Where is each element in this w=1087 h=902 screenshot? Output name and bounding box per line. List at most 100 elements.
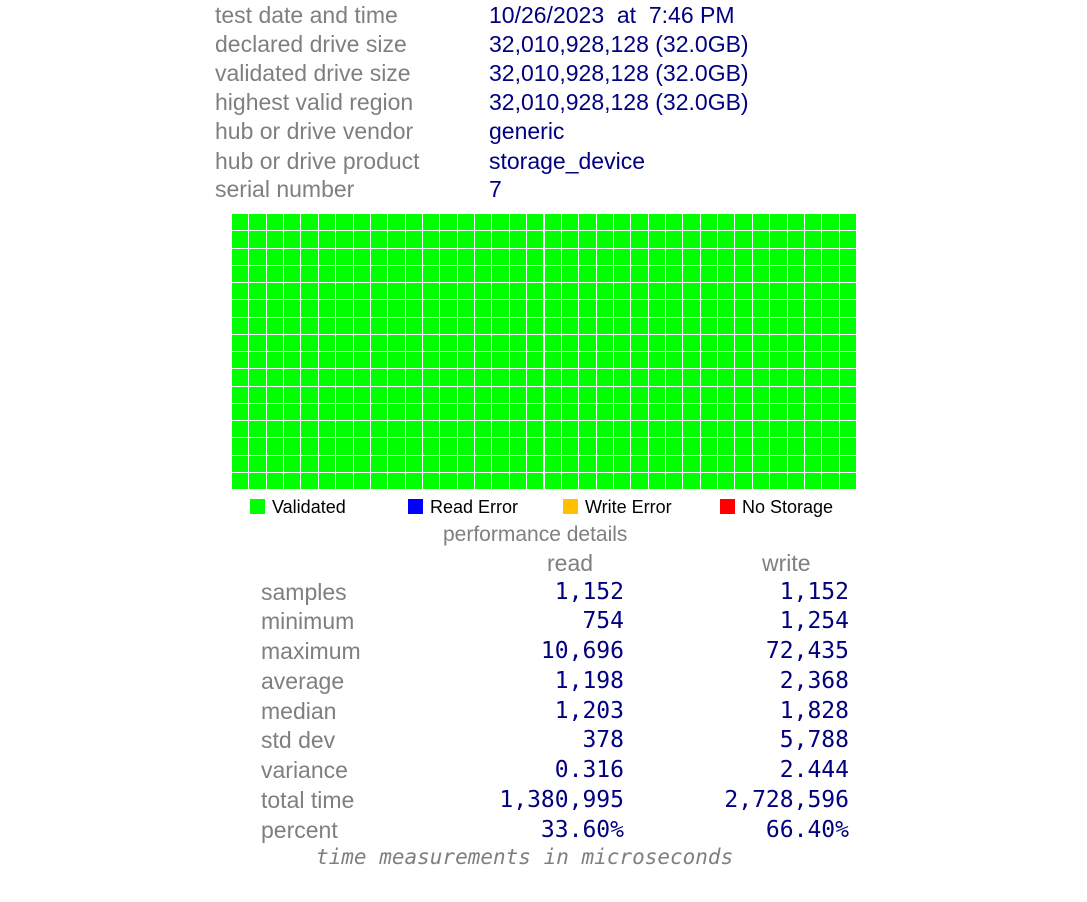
grid-cell: [405, 472, 422, 489]
grid-cell: [613, 455, 631, 472]
grid-cell: [336, 421, 353, 438]
grid-cell: [440, 472, 457, 489]
grid-cell: [752, 386, 770, 403]
grid-cell: [405, 231, 422, 248]
grid-cell: [353, 265, 370, 282]
grid-cell: [422, 438, 440, 455]
perf-row-maximum: maximum 10,696 72,435: [261, 638, 861, 668]
grid-cell: [613, 334, 631, 351]
grid-cell: [405, 455, 422, 472]
grid-cell: [700, 283, 718, 300]
grid-cell: [544, 231, 561, 248]
grid-cell: [475, 386, 492, 403]
grid-cell: [804, 283, 822, 300]
grid-cell: [370, 369, 388, 386]
grid-cell: [370, 472, 388, 489]
grid-cell: [822, 352, 839, 369]
grid-cell: [822, 283, 839, 300]
grid-cell: [579, 352, 596, 369]
grid-cell: [266, 421, 284, 438]
grid-cell: [666, 248, 683, 265]
grid-cell: [475, 455, 492, 472]
grid-cell: [804, 455, 822, 472]
grid-cell: [318, 386, 336, 403]
grid-cell: [336, 334, 353, 351]
grid-cell: [370, 265, 388, 282]
grid-cell: [613, 248, 631, 265]
grid-cell: [631, 455, 648, 472]
grid-cell: [839, 369, 856, 386]
grid-cell: [336, 438, 353, 455]
write-error-swatch: [563, 499, 578, 514]
grid-cell: [284, 214, 301, 231]
grid-cell: [683, 334, 700, 351]
grid-cell: [561, 231, 579, 248]
grid-cell: [492, 214, 509, 231]
grid-cell: [405, 214, 422, 231]
grid-cell: [561, 472, 579, 489]
grid-cell: [405, 438, 422, 455]
grid-cell: [527, 231, 544, 248]
grid-cell: [353, 403, 370, 420]
grid-cell: [388, 248, 405, 265]
grid-cell: [475, 317, 492, 334]
grid-cell: [718, 421, 735, 438]
grid-cell: [336, 386, 353, 403]
grid-cell: [787, 421, 804, 438]
grid-cell: [232, 317, 249, 334]
grid-cell: [509, 214, 527, 231]
grid-cell: [579, 283, 596, 300]
grid-cell: [596, 438, 613, 455]
grid-cell: [388, 231, 405, 248]
grid-cell: [579, 455, 596, 472]
grid-cell: [353, 472, 370, 489]
grid-cell: [509, 455, 527, 472]
grid-cell: [822, 438, 839, 455]
grid-cell: [301, 352, 318, 369]
grid-cell: [648, 352, 666, 369]
grid-cell: [700, 369, 718, 386]
grid-cell: [266, 438, 284, 455]
grid-cell: [301, 283, 318, 300]
grid-cell: [509, 317, 527, 334]
grid-cell: [804, 300, 822, 317]
grid-cell: [509, 421, 527, 438]
grid-cell: [492, 334, 509, 351]
grid-cell: [440, 248, 457, 265]
grid-cell: [301, 317, 318, 334]
grid-cell: [666, 403, 683, 420]
grid-cell: [440, 214, 457, 231]
grid-cell: [666, 386, 683, 403]
grid-cell: [266, 214, 284, 231]
grid-cell: [752, 455, 770, 472]
grid-cell: [648, 248, 666, 265]
grid-cell: [544, 421, 561, 438]
grid-cell: [475, 214, 492, 231]
grid-cell: [683, 421, 700, 438]
grid-cell: [457, 283, 475, 300]
grid-cell: [336, 369, 353, 386]
grid-cell: [388, 352, 405, 369]
grid-cell: [596, 300, 613, 317]
grid-cell: [405, 317, 422, 334]
grid-cell: [527, 438, 544, 455]
grid-cell: [422, 265, 440, 282]
grid-cell: [648, 265, 666, 282]
grid-cell: [700, 248, 718, 265]
grid-cell: [822, 231, 839, 248]
perf-row-variance: variance 0.316 2.444: [261, 757, 861, 787]
grid-cell: [579, 369, 596, 386]
grid-cell: [613, 317, 631, 334]
grid-cell: [527, 283, 544, 300]
grid-cell: [284, 283, 301, 300]
grid-cell: [249, 300, 266, 317]
grid-cell: [770, 283, 787, 300]
grid-cell: [631, 386, 648, 403]
grid-cell: [770, 438, 787, 455]
grid-cell: [683, 265, 700, 282]
grid-cell: [752, 214, 770, 231]
grid-cell: [752, 231, 770, 248]
grid-cell: [492, 352, 509, 369]
grid-cell: [735, 386, 752, 403]
grid-cell: [683, 248, 700, 265]
